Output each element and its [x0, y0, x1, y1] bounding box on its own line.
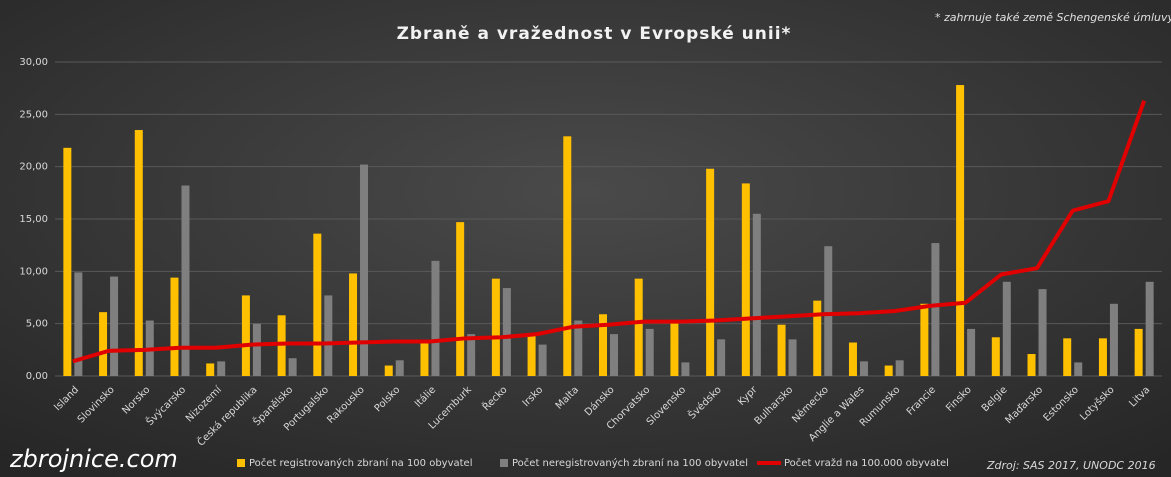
- bar: [1027, 354, 1036, 376]
- bar: [788, 339, 797, 376]
- line: [72, 100, 1147, 364]
- y-tick-label: 20,00: [19, 162, 48, 173]
- bar: [859, 361, 868, 376]
- bar: [217, 361, 226, 376]
- bar: [574, 320, 583, 376]
- bar: [74, 272, 83, 376]
- bar: [563, 136, 572, 376]
- bar: [1134, 328, 1143, 376]
- bar: [717, 339, 726, 376]
- bar: [456, 222, 465, 376]
- bar: [538, 344, 547, 376]
- y-tick-label: 25,00: [19, 109, 48, 120]
- bar: [241, 295, 250, 376]
- bar: [1098, 338, 1107, 376]
- bar: [206, 363, 215, 376]
- bar: [920, 303, 929, 376]
- bar: [395, 360, 404, 376]
- bar: [360, 164, 369, 376]
- legend-label: Počet vražd na 100.000 obyvatel: [784, 457, 949, 469]
- source: Zdroj: SAS 2017, UNODC 2016: [986, 459, 1156, 472]
- bar: [288, 358, 297, 376]
- bar: [634, 278, 643, 376]
- bar: [170, 277, 179, 376]
- bar: [813, 300, 822, 376]
- bar: [670, 321, 679, 376]
- bar: [884, 365, 893, 376]
- bar: [741, 183, 750, 376]
- bar: [324, 295, 333, 376]
- bar: [599, 314, 607, 376]
- bar: [349, 273, 358, 376]
- bar: [420, 341, 429, 376]
- legend-swatch: [237, 459, 245, 467]
- bar: [1109, 303, 1118, 376]
- bar: [313, 233, 322, 376]
- bar: [777, 324, 786, 376]
- bar: [1074, 362, 1083, 376]
- y-tick-label: 30,00: [19, 57, 48, 68]
- bar: [134, 130, 143, 376]
- bar: [63, 147, 72, 376]
- bar: [706, 168, 715, 376]
- watermark: zbrojnice.com: [9, 445, 178, 473]
- bar: [645, 328, 654, 376]
- bar: [1145, 281, 1154, 376]
- bar: [967, 328, 976, 376]
- bar: [384, 365, 393, 376]
- y-tick-label: 10,00: [19, 266, 48, 277]
- legend-swatch: [500, 459, 508, 467]
- bar: [824, 246, 833, 376]
- bar: [502, 288, 511, 376]
- legend-label: Počet neregistrovaných zbraní na 100 oby…: [512, 457, 748, 469]
- bar: [895, 360, 904, 376]
- bar: [681, 362, 690, 376]
- bar: [181, 185, 190, 376]
- annotation: * zahrnuje také země Schengenské úmluvy: [935, 11, 1171, 24]
- bar: [848, 342, 857, 376]
- chart-title: Zbraně a vražednost v Evropské unii*: [397, 24, 792, 44]
- bar: [467, 334, 476, 376]
- bar: [752, 213, 761, 376]
- bar: [527, 334, 536, 376]
- bar: [610, 334, 618, 376]
- y-tick-label: 15,00: [19, 214, 48, 225]
- bar: [110, 276, 119, 376]
- y-tick-label: 0,00: [26, 371, 48, 382]
- bar: [956, 85, 965, 376]
- bar: [1063, 338, 1072, 376]
- bar: [1002, 281, 1011, 376]
- bar: [252, 323, 261, 376]
- bar: [1038, 289, 1047, 376]
- bar: [991, 337, 1000, 376]
- legend-label: Počet registrovaných zbraní na 100 obyva…: [249, 457, 473, 469]
- y-tick-label: 5,00: [26, 319, 48, 330]
- bar: [431, 260, 440, 376]
- bar: [491, 278, 500, 376]
- bar: [931, 243, 940, 376]
- bar: [99, 312, 108, 376]
